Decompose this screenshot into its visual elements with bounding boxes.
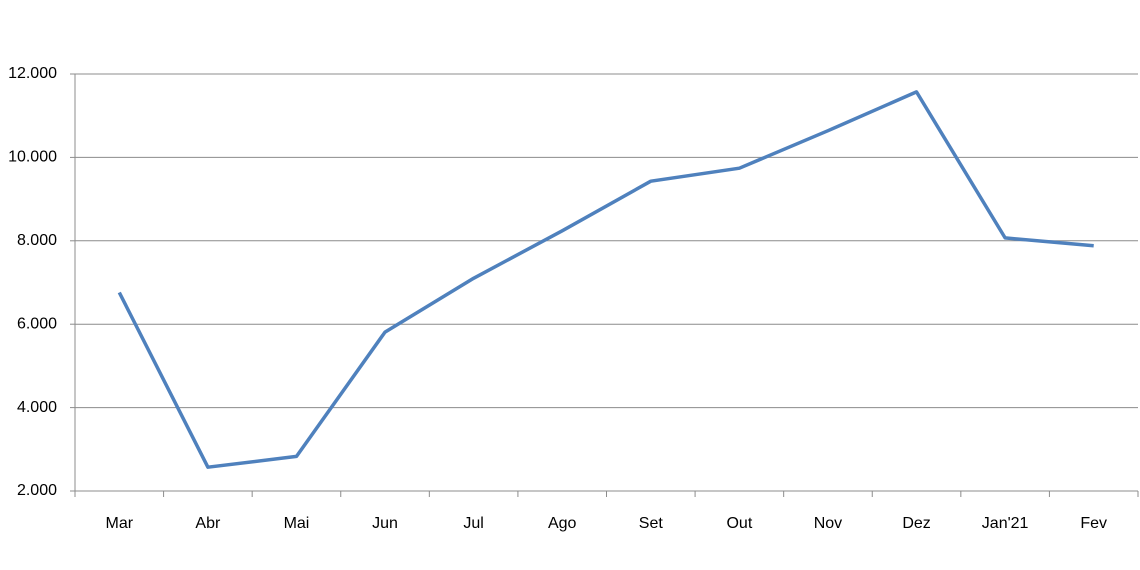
x-tick-label: Mar xyxy=(106,515,134,532)
y-tick-label: 4.000 xyxy=(17,399,57,416)
x-tick-label: Abr xyxy=(195,515,221,532)
x-tick-label: Nov xyxy=(814,515,842,532)
x-tick-label: Jan'21 xyxy=(982,515,1029,532)
x-tick-label: Jun xyxy=(372,515,398,532)
y-tick-label: 2.000 xyxy=(17,482,57,499)
y-tick-label: 12.000 xyxy=(8,65,57,82)
y-tick-label: 10.000 xyxy=(8,149,57,166)
x-tick-label: Set xyxy=(639,515,664,532)
x-tick-label: Dez xyxy=(902,515,930,532)
x-tick-label: Jul xyxy=(463,515,483,532)
x-tick-label: Mai xyxy=(284,515,310,532)
x-tick-label: Ago xyxy=(548,515,577,532)
data-line xyxy=(117,90,1094,469)
y-tick-label: 6.000 xyxy=(17,315,57,332)
x-tick-label: Fev xyxy=(1080,515,1107,532)
x-tick-label: Out xyxy=(726,515,752,532)
y-tick-label: 8.000 xyxy=(17,232,57,249)
